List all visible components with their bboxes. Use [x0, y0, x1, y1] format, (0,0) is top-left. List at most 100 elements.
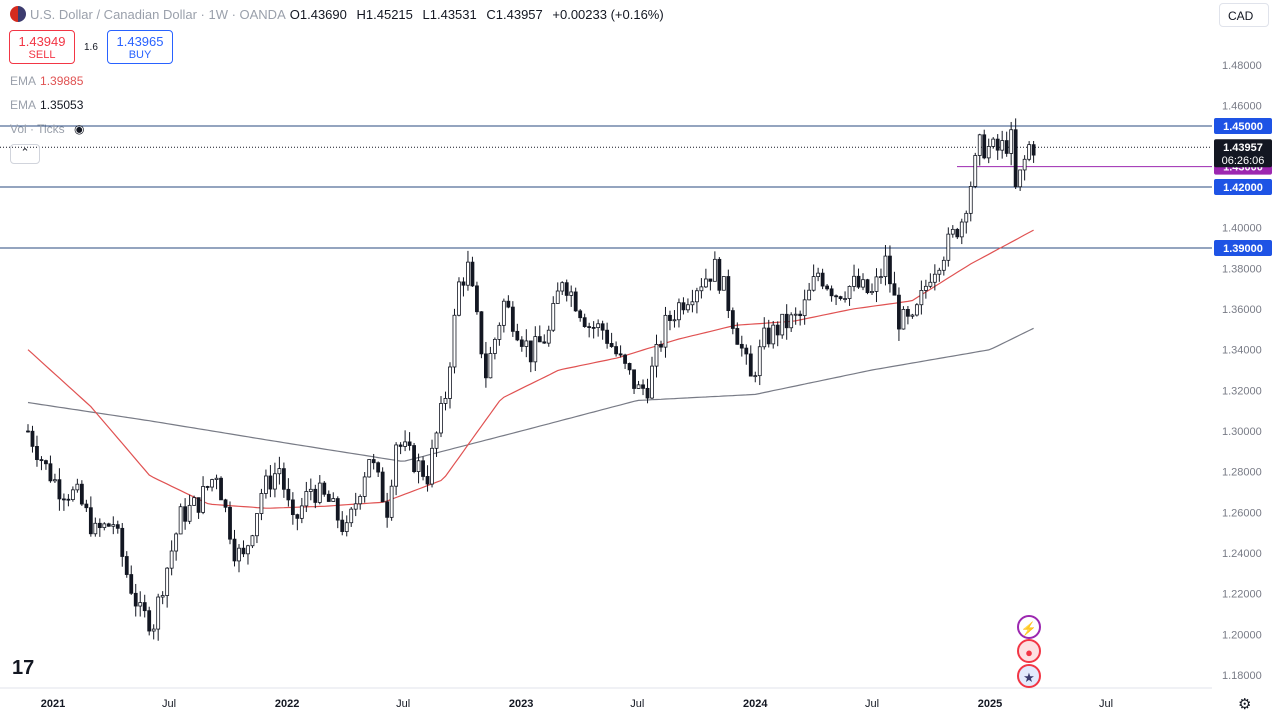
y-tick-label: 1.32000 [1222, 385, 1262, 397]
currency-select[interactable]: CAD [1219, 3, 1269, 27]
candle-body [380, 471, 385, 503]
settings-gear-icon[interactable]: ⚙ [1238, 696, 1252, 713]
candle [371, 453, 376, 470]
candle [798, 310, 803, 326]
candle [44, 459, 48, 470]
candle [995, 134, 1000, 160]
candle-body [416, 460, 421, 472]
candle [97, 518, 102, 537]
candle [223, 498, 228, 513]
candle [488, 346, 493, 379]
candle [703, 268, 708, 289]
candle [192, 495, 196, 506]
candle [308, 478, 313, 501]
candle-body [228, 506, 232, 540]
candle [79, 480, 84, 506]
candle-body [695, 290, 699, 303]
symbol-title[interactable]: U.S. Dollar / Canadian Dollar · 1W · OAN… [30, 6, 286, 22]
candle-body [524, 340, 529, 347]
candle [847, 285, 852, 306]
candle [555, 282, 560, 304]
candle [264, 469, 268, 499]
x-tick-label: 2021 [41, 698, 65, 710]
candle [883, 245, 888, 286]
ema-slow-legend[interactable]: EMA 1.35053 [10, 98, 84, 112]
ema-fast-legend[interactable]: EMA 1.39885 [10, 74, 84, 88]
candle [394, 442, 399, 496]
candle-body [708, 278, 713, 282]
level-price-label: 1.45000 [1223, 121, 1263, 133]
candle-body [596, 323, 601, 328]
candle-body [632, 369, 636, 389]
collapse-legend-button[interactable]: ⌃ [10, 144, 40, 164]
candle [70, 486, 75, 502]
candle [187, 494, 192, 525]
last-price-label: 1.43957 [1223, 142, 1263, 154]
candle [928, 273, 933, 289]
candle [1009, 121, 1014, 166]
candle-body [510, 306, 515, 332]
y-tick-label: 1.30000 [1222, 426, 1262, 438]
candle-body [344, 522, 349, 532]
candle-body [75, 483, 80, 491]
y-tick-label: 1.38000 [1222, 263, 1262, 275]
candle-body [798, 313, 803, 317]
candle [784, 304, 789, 340]
candle [484, 341, 488, 388]
candle [802, 289, 807, 325]
candle-body [977, 134, 982, 156]
candle-body [964, 212, 969, 223]
event-us-flag-icon[interactable]: ★ [1017, 664, 1041, 688]
candle-body [340, 519, 345, 532]
candle-body [183, 506, 188, 522]
candle-body [721, 276, 726, 291]
candle [1004, 131, 1009, 157]
candle [977, 133, 982, 166]
candle-body [735, 328, 740, 345]
candle [695, 287, 699, 314]
candle-body [1000, 140, 1005, 151]
candle [120, 522, 125, 567]
candle-body [663, 314, 668, 348]
candle [910, 313, 915, 319]
candle [479, 311, 484, 359]
candle [730, 307, 735, 335]
candle [151, 624, 156, 640]
candle [412, 442, 416, 474]
buy-button[interactable]: 1.43965 BUY [107, 30, 173, 64]
candle [398, 442, 403, 455]
candle-body [959, 221, 964, 238]
candle-body [479, 311, 484, 355]
event-canada-flag-icon[interactable]: ● [1017, 639, 1041, 663]
hidden-eye-icon[interactable]: ◉ [74, 122, 85, 136]
candle [201, 476, 205, 515]
event-lightning-icon[interactable]: ⚡ [1017, 615, 1041, 639]
candle [897, 287, 901, 341]
candle-body [475, 285, 479, 313]
candle [888, 245, 892, 293]
candle [757, 339, 762, 386]
candle [618, 345, 623, 358]
candle-body [865, 279, 870, 294]
tradingview-logo-icon[interactable]: 17 [12, 657, 35, 679]
sell-button[interactable]: 1.43949 SELL [9, 30, 75, 64]
candle-body [169, 550, 174, 569]
candle [681, 297, 686, 315]
candle [299, 497, 304, 524]
candle [30, 425, 35, 453]
candle-body [659, 343, 663, 348]
candle [780, 313, 785, 339]
candle-body [816, 272, 821, 277]
candle-body [457, 281, 461, 316]
candle-body [879, 276, 883, 279]
y-tick-label: 1.36000 [1222, 304, 1262, 316]
candle-body [546, 329, 551, 344]
candle [457, 277, 461, 317]
candle-body [699, 286, 704, 292]
candle [699, 278, 704, 299]
candle [991, 137, 996, 149]
candle-body [304, 491, 309, 507]
volume-legend[interactable]: Vol · Ticks ◉ [10, 122, 85, 136]
currency-pair-flag-icon [10, 6, 26, 22]
